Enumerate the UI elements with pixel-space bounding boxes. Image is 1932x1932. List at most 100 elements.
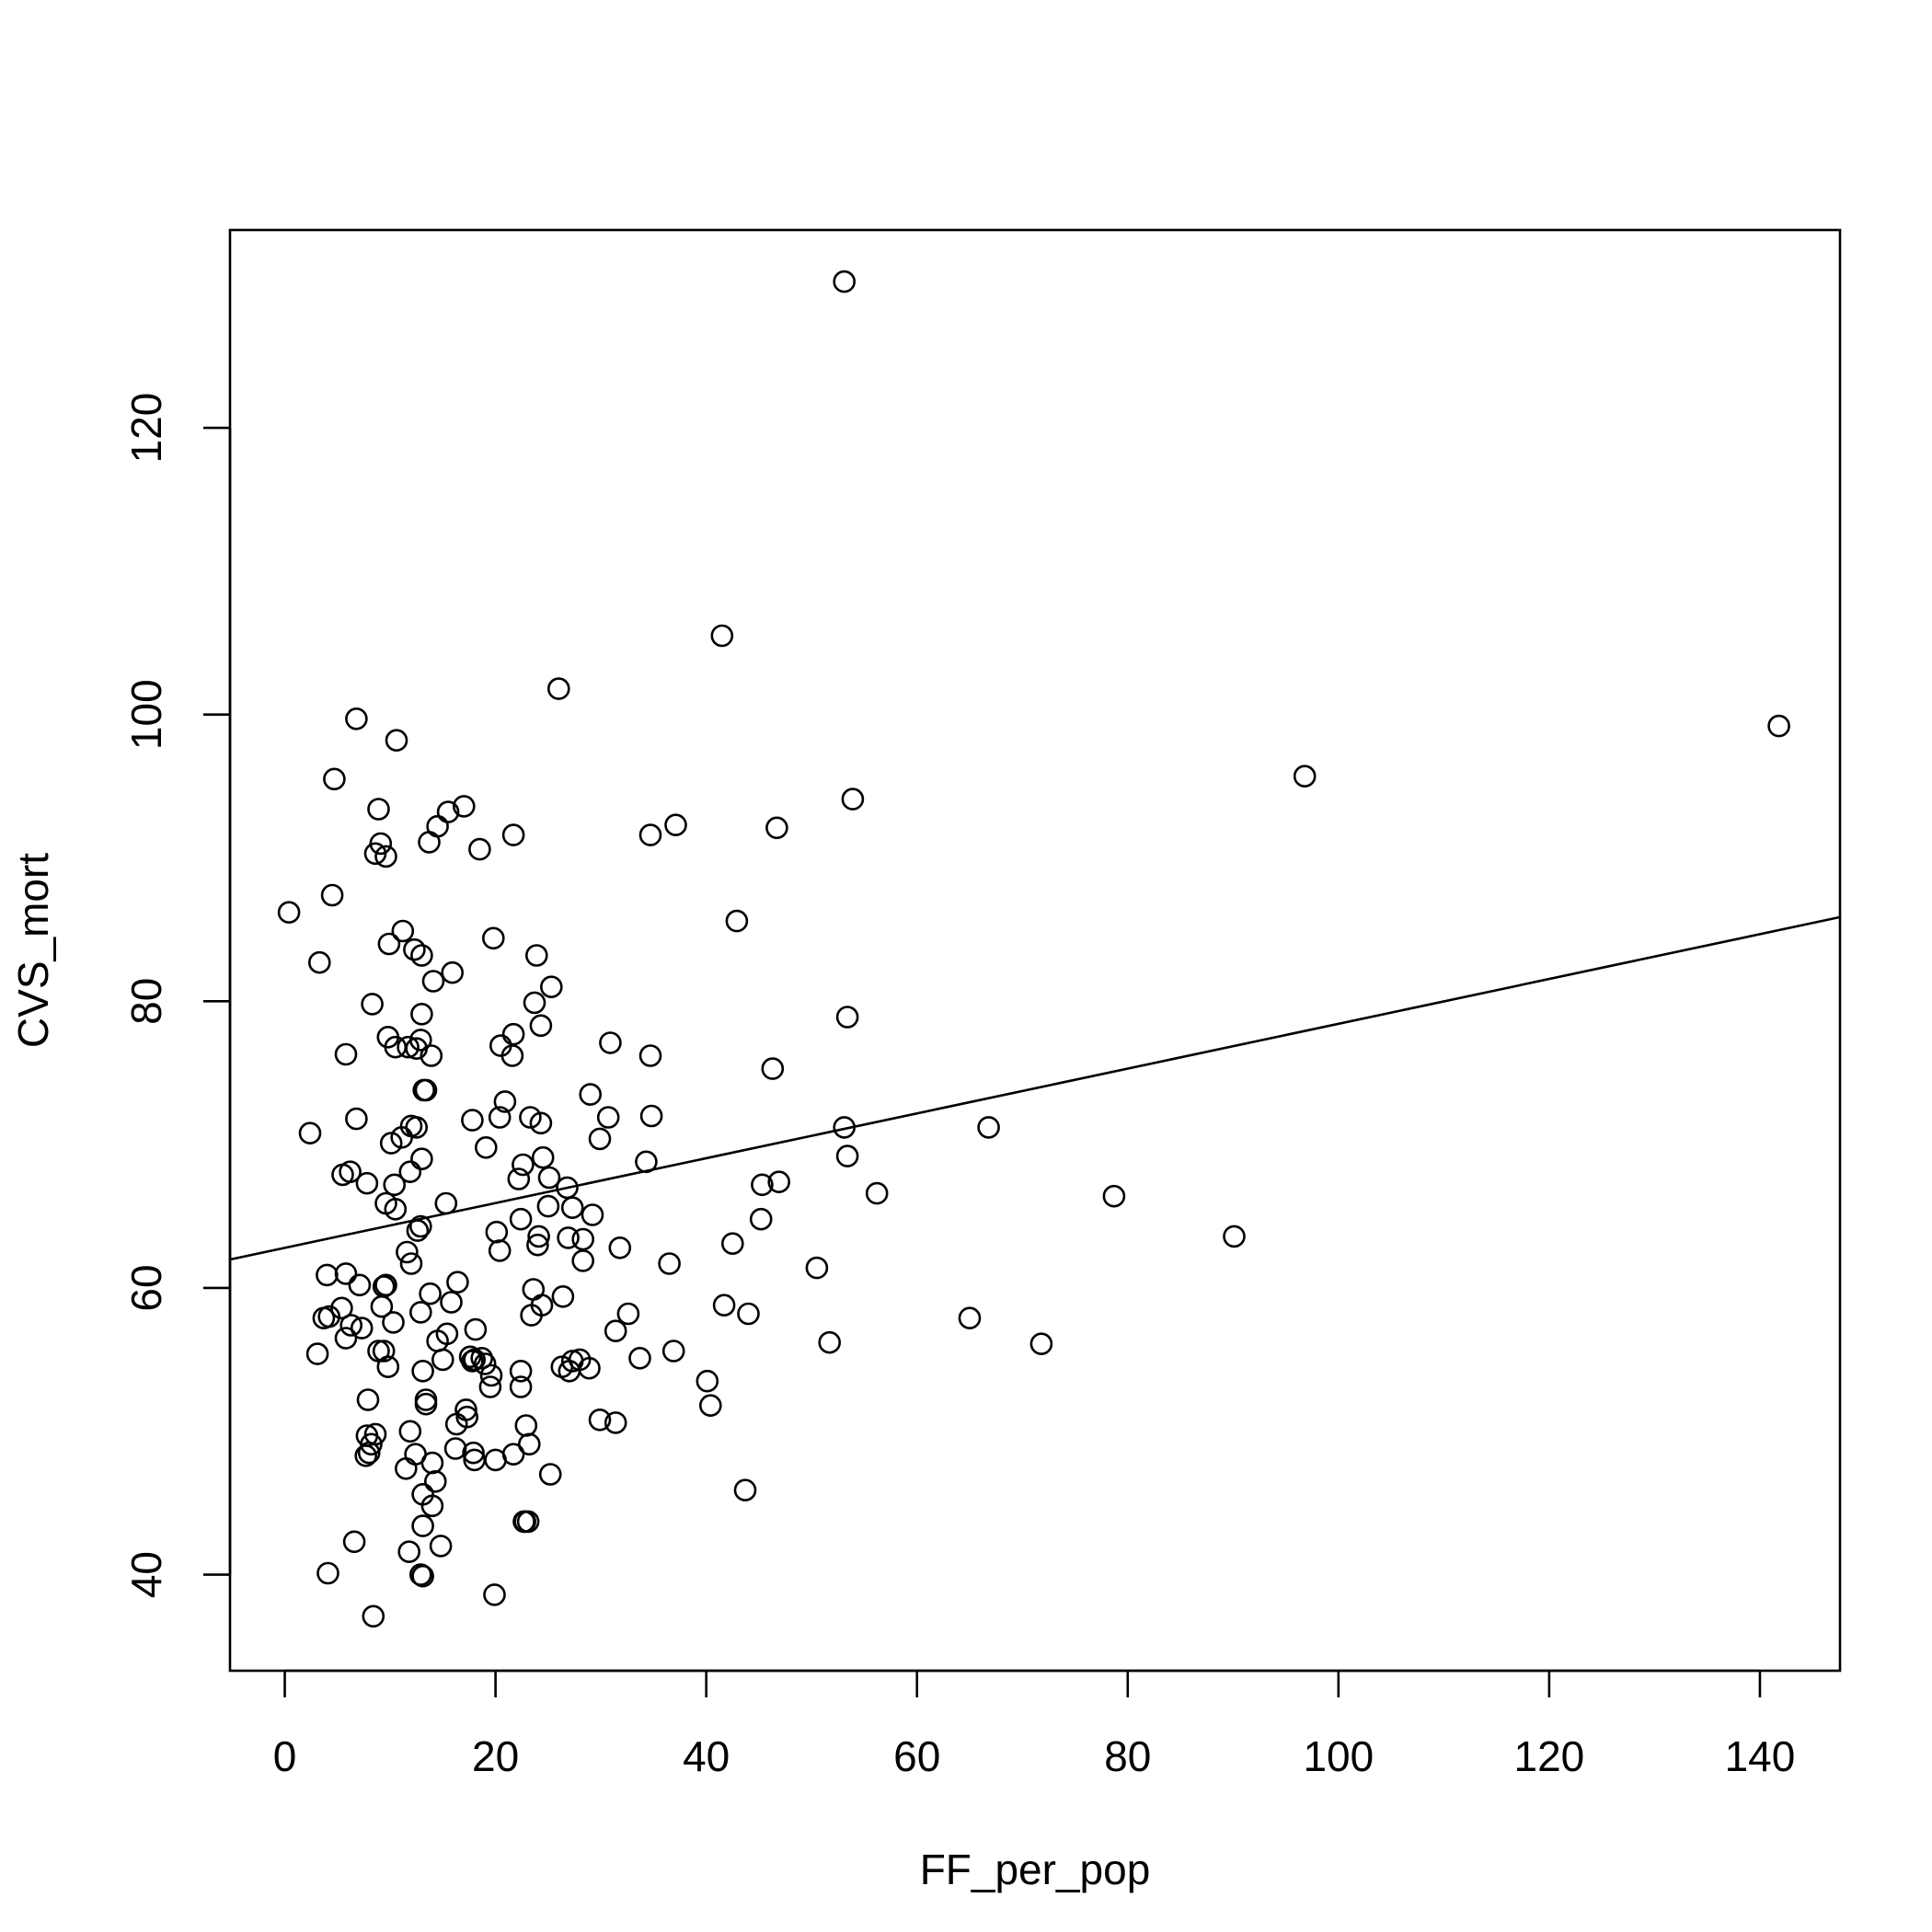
data-point <box>357 1441 381 1465</box>
data-point <box>514 1414 538 1437</box>
data-point <box>330 1296 353 1320</box>
y-axis-title: CVS_mort <box>9 853 57 1048</box>
data-point <box>474 1136 498 1159</box>
data-point <box>331 1163 354 1187</box>
data-point <box>408 1301 432 1324</box>
data-point <box>725 909 749 933</box>
data-point <box>512 1153 535 1177</box>
data-point <box>334 1042 358 1066</box>
plot-frame <box>228 228 1842 1673</box>
x-tick-label: 120 <box>1514 1732 1585 1780</box>
data-point <box>420 1494 444 1518</box>
data-point <box>473 1352 497 1375</box>
data-point <box>616 1302 640 1326</box>
data-point <box>523 991 546 1015</box>
data-point <box>588 1127 612 1151</box>
data-point <box>524 944 548 967</box>
data-point <box>411 1360 434 1383</box>
data-point <box>334 1327 358 1350</box>
data-point <box>345 1107 368 1131</box>
data-point <box>478 1375 502 1398</box>
data-point <box>399 1252 423 1275</box>
data-point <box>390 1126 414 1149</box>
data-point <box>833 270 857 293</box>
data-point <box>382 1311 405 1334</box>
data-point <box>835 1006 859 1029</box>
data-point <box>536 1194 560 1218</box>
data-point <box>493 1090 517 1113</box>
data-point <box>421 970 445 993</box>
x-tick-label: 40 <box>683 1732 730 1780</box>
data-point <box>379 1132 403 1155</box>
data-point <box>348 1273 372 1297</box>
y-axis: 40 60 80 100 120 <box>122 393 232 1598</box>
data-point <box>419 1282 442 1305</box>
regression-line <box>229 915 1841 1261</box>
data-point <box>452 795 476 818</box>
data-point <box>751 1173 774 1197</box>
data-point <box>398 1420 422 1443</box>
data-point <box>571 1249 595 1272</box>
data-point <box>414 1388 438 1411</box>
data-point <box>581 1203 604 1226</box>
data-point <box>374 1273 397 1297</box>
data-point <box>604 1411 627 1434</box>
data-point <box>537 1166 561 1190</box>
data-point <box>367 798 390 821</box>
data-point <box>403 937 426 961</box>
data-point <box>765 816 788 840</box>
data-point <box>429 1535 453 1558</box>
data-point <box>571 1227 595 1251</box>
data-point <box>479 1363 503 1387</box>
data-point <box>355 1171 379 1195</box>
data-point <box>426 814 449 838</box>
data-point <box>397 1540 421 1563</box>
data-point <box>339 1314 363 1337</box>
data-point <box>557 1226 580 1249</box>
data-point <box>418 831 441 854</box>
data-point <box>531 1145 555 1169</box>
data-point <box>805 1256 829 1280</box>
data-point <box>767 1170 791 1193</box>
data-point <box>345 707 368 730</box>
data-point <box>342 1530 366 1554</box>
data-point <box>305 1342 329 1365</box>
data-point <box>841 788 865 811</box>
data-point <box>362 1604 385 1628</box>
data-point <box>516 1510 540 1534</box>
data-point <box>1102 1184 1126 1208</box>
data-point <box>509 1207 533 1231</box>
data-point <box>441 960 465 984</box>
data-point <box>414 1078 438 1102</box>
data-point <box>638 1044 662 1067</box>
data-point <box>596 1106 620 1129</box>
data-point <box>658 1252 681 1275</box>
data-point <box>461 1109 484 1132</box>
data-point <box>1029 1332 1053 1355</box>
data-point <box>431 1348 454 1372</box>
data-point <box>664 813 687 837</box>
data-point <box>461 1350 484 1373</box>
data-point <box>370 1294 394 1318</box>
data-point <box>628 1347 651 1370</box>
data-point <box>356 1388 380 1411</box>
data-point <box>517 1432 541 1456</box>
data-point <box>360 1432 383 1456</box>
data-point <box>411 1514 434 1537</box>
data-point <box>420 1044 443 1067</box>
data-point <box>509 1360 533 1383</box>
data-point <box>1767 714 1790 738</box>
data-point <box>507 1167 531 1190</box>
data-point <box>529 1111 553 1135</box>
data-point <box>277 901 301 925</box>
data-point <box>462 1441 485 1465</box>
data-point <box>374 845 397 868</box>
data-point <box>696 1369 719 1393</box>
data-point <box>578 1356 601 1380</box>
data-point <box>527 1225 550 1248</box>
data-point <box>639 1104 663 1128</box>
data-point <box>501 1022 525 1046</box>
data-point <box>411 1564 434 1588</box>
data-point <box>446 1271 469 1294</box>
data-point <box>546 677 570 700</box>
